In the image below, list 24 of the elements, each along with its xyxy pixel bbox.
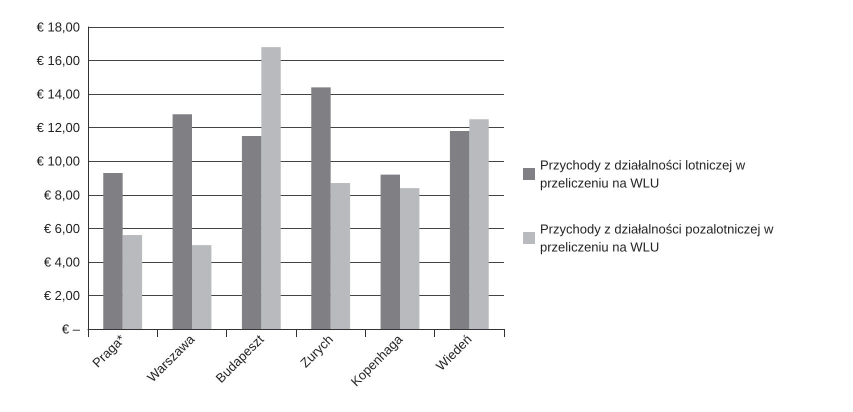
bar: [450, 131, 470, 329]
bar: [400, 188, 420, 329]
y-tick-label: € –: [62, 322, 81, 336]
bar: [311, 87, 331, 329]
bar: [122, 235, 142, 329]
y-tick-label: € 16,00: [36, 53, 80, 68]
y-tick-label: € 18,00: [36, 20, 80, 34]
bar: [469, 119, 489, 329]
bar: [103, 172, 123, 329]
bar: [192, 245, 212, 329]
y-tick-label: € 8,00: [44, 187, 80, 202]
y-tick-label: € 10,00: [36, 154, 80, 169]
y-tick-label: € 4,00: [44, 254, 80, 270]
y-tick-label: € 12,00: [36, 120, 80, 136]
bar: [242, 136, 262, 329]
bar: [261, 47, 281, 329]
y-tick-label: € 6,00: [44, 220, 80, 236]
bar: [330, 183, 350, 329]
y-tick-label: € 14,00: [36, 86, 80, 102]
y-tick-label: € 2,00: [44, 288, 80, 303]
bar: [380, 174, 400, 329]
legend-label: Przychody z działalności lotniczej w przeliczeniu na WLU: [540, 158, 749, 190]
legend-label: Przychody z działalności pozalotniczej w przeliczeniu na WLU: [540, 222, 777, 254]
bar: [172, 114, 192, 329]
